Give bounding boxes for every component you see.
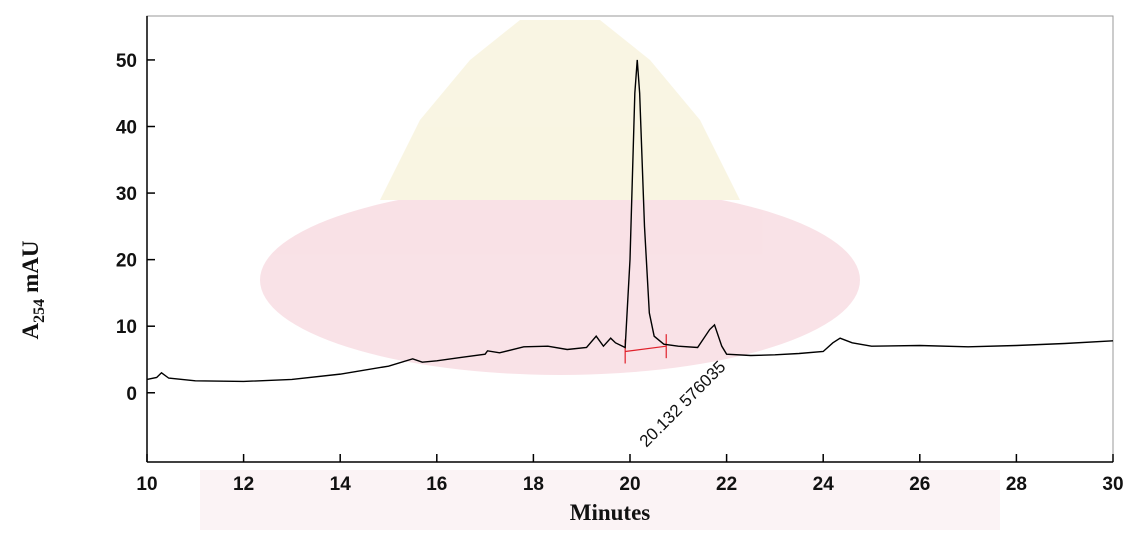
y-title-sub: 254 — [31, 299, 48, 323]
x-tick-label: 30 — [1102, 474, 1123, 495]
y-title-base: A — [18, 323, 43, 340]
peak-annotation: 20.132 576035 — [636, 357, 730, 451]
y-title-rest: mAU — [18, 240, 43, 293]
x-tick-label: 26 — [909, 474, 930, 495]
y-axis-title: A254 mAU — [18, 240, 48, 339]
x-tick-label: 22 — [716, 474, 737, 495]
x-tick-label: 20 — [619, 474, 640, 495]
x-tick-label: 24 — [813, 474, 835, 495]
y-tick-label: 50 — [116, 51, 137, 72]
y-tick-label: 20 — [116, 251, 137, 272]
baseline — [625, 345, 667, 353]
x-axis-title: Minutes — [570, 500, 651, 525]
y-tick-label: 10 — [116, 317, 137, 338]
y-tick-label: 30 — [116, 184, 137, 205]
y-tick-label: 0 — [126, 384, 137, 405]
x-tick-label: 18 — [523, 474, 544, 495]
chromatogram-line — [146, 59, 1114, 383]
watermark — [200, 20, 1000, 530]
x-tick-label: 10 — [136, 474, 157, 495]
y-tick-label: 40 — [116, 118, 137, 139]
x-tick-label: 28 — [1006, 474, 1027, 495]
x-tick-label: 14 — [330, 474, 352, 495]
x-tick-label: 16 — [426, 474, 447, 495]
x-tick-label: 12 — [233, 474, 254, 495]
